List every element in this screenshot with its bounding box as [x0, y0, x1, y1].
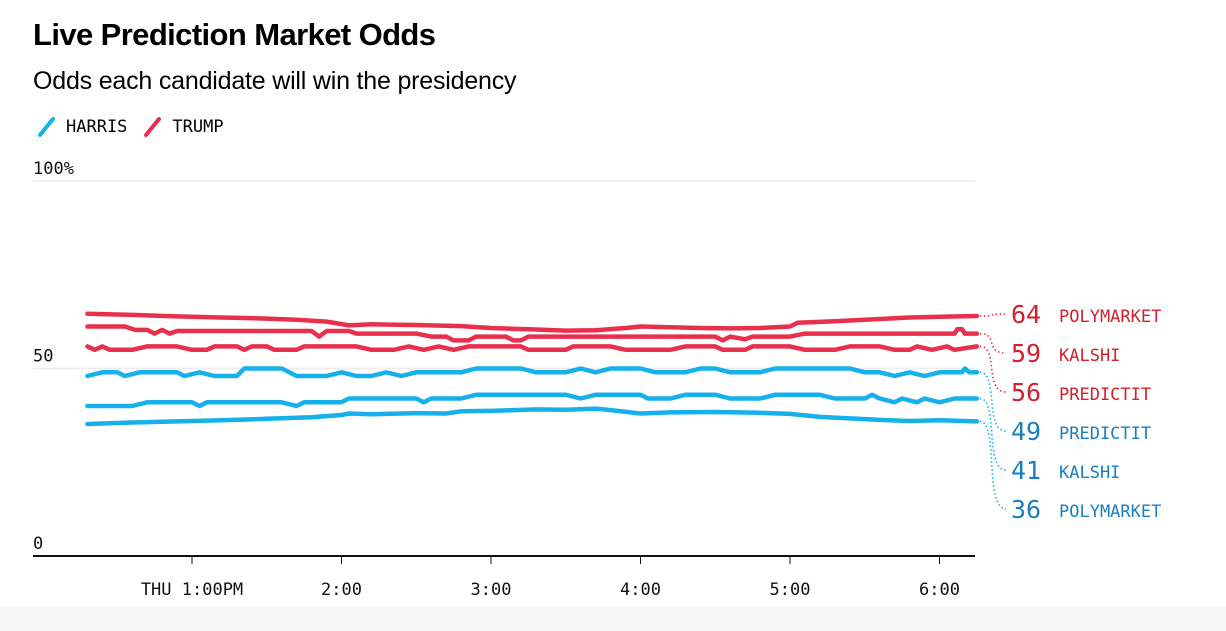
- y-tick-label: 100%: [33, 159, 74, 179]
- leader-line-harris-polymarket: [979, 420, 1007, 510]
- x-tick-label: 4:00: [620, 580, 661, 600]
- series-line-trump-predictit: [85, 344, 980, 353]
- end-market-harris-predictit: PREDICTIT: [1059, 424, 1151, 444]
- legend-label-harris: HARRIS: [66, 117, 128, 137]
- grid-layer: [33, 180, 975, 370]
- x-tick-label: 2:00: [321, 580, 362, 600]
- series-line-harris-kalshi: [85, 392, 980, 409]
- leader-line-harris-kalshi: [979, 397, 1007, 471]
- series-line-trump-kalshi: [85, 324, 980, 343]
- legend-item-harris: HARRIS: [36, 116, 127, 138]
- end-market-harris-polymarket: POLYMARKET: [1059, 502, 1161, 522]
- end-market-trump-predictit: PREDICTIT: [1059, 385, 1151, 405]
- x-tick-label: 5:00: [770, 580, 811, 600]
- y-tick-label: 50: [33, 347, 53, 367]
- end-label-layer: 64 POLYMARKET 59 KALSHI 56 PREDICTIT 49 PREDICT…: [979, 300, 1161, 524]
- end-value-harris-polymarket: 36: [1011, 495, 1041, 524]
- leader-line-trump-predictit: [979, 345, 1007, 393]
- harris-slash-icon: [38, 117, 55, 137]
- end-market-harris-kalshi: KALSHI: [1059, 463, 1120, 483]
- trump-slash-icon: [144, 117, 162, 137]
- end-value-harris-predictit: 49: [1011, 417, 1041, 446]
- end-value-harris-kalshi: 41: [1011, 456, 1041, 485]
- chart-title: Live Prediction Market Odds: [33, 17, 436, 52]
- series-line-harris-polymarket: [85, 406, 980, 427]
- end-value-trump-kalshi: 59: [1011, 339, 1041, 368]
- end-market-trump-kalshi: KALSHI: [1059, 346, 1120, 366]
- x-tick-label: THU 1:00PM: [141, 580, 243, 600]
- leader-line-trump-kalshi: [979, 332, 1007, 354]
- footer-band: [0, 606, 1226, 631]
- end-value-trump-predictit: 56: [1011, 378, 1041, 407]
- axis-layer: 100% 50 0 THU 1:00PM 2:00 3:00 4:00 5:00 6:00: [33, 159, 975, 600]
- legend-item-trump: TRUMP: [142, 116, 224, 138]
- line-layer: [85, 311, 980, 427]
- end-market-trump-polymarket: POLYMARKET: [1059, 307, 1161, 327]
- leader-line-harris-predictit: [979, 371, 1007, 432]
- chart-subtitle: Odds each candidate will win the preside…: [33, 67, 517, 95]
- leader-line-trump-polymarket: [979, 313, 1007, 317]
- legend-label-trump: TRUMP: [172, 117, 224, 137]
- series-line-harris-predictit: [85, 366, 980, 379]
- x-tick-label: 6:00: [919, 580, 960, 600]
- end-value-trump-polymarket: 64: [1011, 300, 1041, 329]
- series-line-trump-polymarket: [85, 311, 980, 333]
- x-tick-label: 3:00: [471, 580, 512, 600]
- legend: HARRIS TRUMP: [36, 116, 239, 138]
- y-tick-label: 0: [33, 534, 43, 554]
